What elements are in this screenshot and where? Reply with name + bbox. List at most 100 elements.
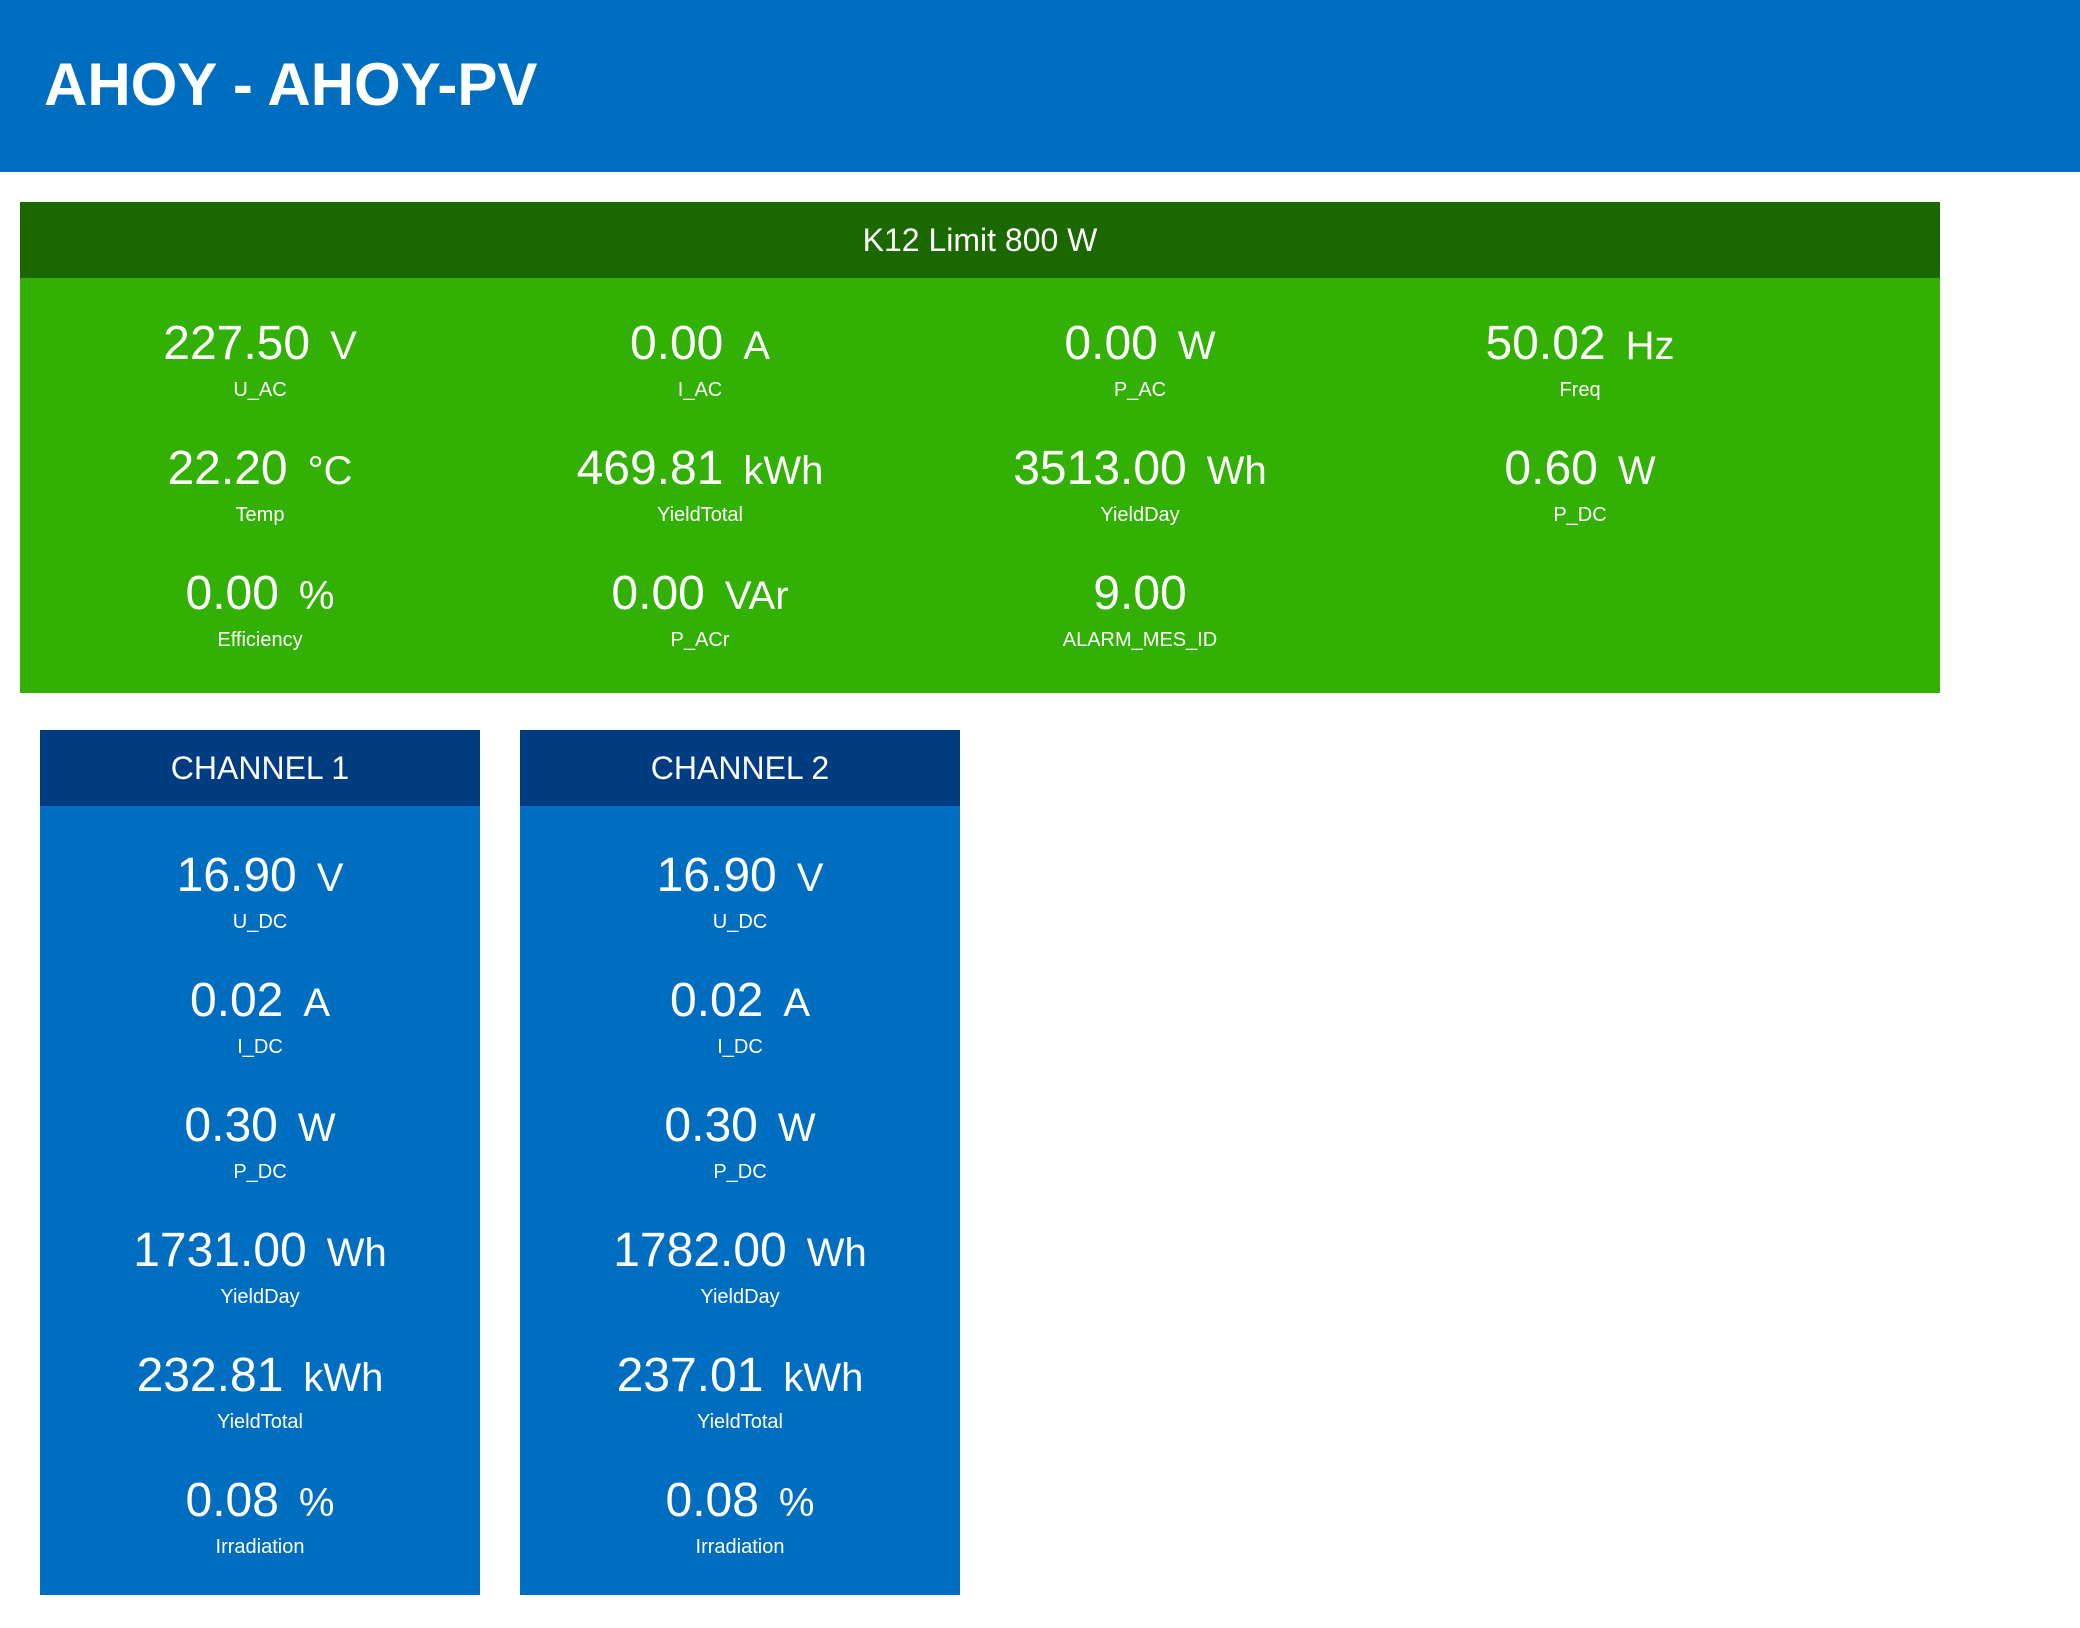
inverter-panel: K12 Limit 800 W 227.50 V U_AC 0.00 A I_AC … (20, 202, 1940, 693)
channel-title: CHANNEL 2 (520, 730, 960, 806)
metric-label: Irradiation (215, 1536, 305, 1558)
metric-u-ac: 227.50 V U_AC (40, 314, 480, 404)
metric-value: 0.02 (189, 974, 284, 1027)
metric-unit: % (298, 1481, 335, 1525)
metric-label: Irradiation (695, 1536, 785, 1558)
metric-u-dc: 16.90 V U_DC (520, 846, 960, 936)
metric-value: 1782.00 (613, 1224, 787, 1277)
metric-irradiation: 0.08% Irradiation (40, 1471, 480, 1561)
metric-i-ac: 0.00 A I_AC (480, 314, 920, 404)
metric-yield-total: 469.81 kWh YieldTotal (480, 439, 920, 529)
metric-label: YieldDay (1100, 504, 1180, 526)
app-header: AHOY - AHOY-PV (0, 0, 2080, 172)
metric-value: 50.02 (1485, 317, 1606, 370)
metric-i-dc: 0.02 A I_DC (520, 971, 960, 1061)
metric-unit: % (778, 1481, 815, 1525)
metric-unit: A (303, 981, 331, 1025)
metric-value: 232.81 (136, 1349, 284, 1402)
metric-p-ac: 0.00 W P_AC (920, 314, 1360, 404)
metric-u-dc: 16.90 V U_DC (40, 846, 480, 936)
metric-value: 16.90 (656, 849, 777, 902)
channel-panel-1: CHANNEL 1 16.90 V U_DC 0.02 A I_DC 0.30 W P… (40, 730, 480, 1595)
inverter-title: K12 Limit 800 W (20, 202, 1940, 278)
channel-panel-2: CHANNEL 2 16.90 V U_DC 0.02 A I_DC 0.30 W P… (520, 730, 960, 1595)
metric-i-dc: 0.02 A I_DC (40, 971, 480, 1061)
metric-unit: A (783, 981, 811, 1025)
metric-label: ALARM_MES_ID (1062, 629, 1218, 651)
metric-label: YieldTotal (657, 504, 743, 526)
metric-value: 9.00 (1093, 567, 1187, 620)
metric-label: P_AC (1113, 379, 1167, 401)
metric-value: 22.20 (167, 442, 288, 495)
metric-yield-total: 237.01 kWh YieldTotal (520, 1346, 960, 1436)
metric-p-dc: 0.60 W P_DC (1360, 439, 1800, 529)
metric-label: P_DC (233, 1161, 287, 1183)
metric-freq: 50.02 Hz Freq (1360, 314, 1800, 404)
channel-title: CHANNEL 1 (40, 730, 480, 806)
metric-label: Efficiency (217, 629, 303, 651)
metric-label: I_DC (717, 1036, 763, 1058)
metric-value: 469.81 (576, 442, 724, 495)
metric-value: 237.01 (616, 1349, 764, 1402)
metric-label: U_AC (233, 379, 287, 401)
metric-label: YieldDay (700, 1286, 780, 1308)
metric-yield-day: 1731.00 Wh YieldDay (40, 1221, 480, 1311)
metric-value: 0.02 (669, 974, 764, 1027)
metric-label: P_ACr (670, 629, 730, 651)
metric-unit: Wh (806, 1231, 867, 1275)
metric-unit: W (297, 1106, 336, 1150)
metric-unit: V (316, 856, 344, 900)
metric-label: Temp (235, 504, 285, 526)
metric-label: P_DC (1553, 504, 1607, 526)
metric-temp: 22.20 °C Temp (40, 439, 480, 529)
metric-label: YieldTotal (697, 1411, 783, 1433)
page-title: AHOY - AHOY-PV (44, 51, 538, 118)
metric-value: 0.30 (664, 1099, 758, 1152)
metric-unit: kWh (743, 449, 824, 493)
metric-value: 0.00 (1064, 317, 1158, 370)
metric-yield-total: 232.81 kWh YieldTotal (40, 1346, 480, 1436)
metric-unit: V (330, 324, 357, 368)
metric-yield-day: 3513.00 Wh YieldDay (920, 439, 1360, 529)
metric-value: 0.08 (185, 1474, 279, 1527)
metric-unit: kWh (303, 1356, 384, 1400)
metric-efficiency: 0.00% Efficiency (40, 564, 480, 654)
metric-unit: Wh (1206, 449, 1267, 493)
metric-p-acr: 0.00 VAr P_ACr (480, 564, 920, 654)
metric-unit: °C (307, 449, 353, 493)
metric-unit: Hz (1625, 324, 1675, 368)
metric-alarm-mes-id: 9.00 ALARM_MES_ID (920, 564, 1360, 654)
metric-p-dc: 0.30 W P_DC (40, 1096, 480, 1186)
metric-unit: W (1177, 324, 1216, 368)
metric-yield-day: 1782.00 Wh YieldDay (520, 1221, 960, 1311)
metric-value: 16.90 (176, 849, 297, 902)
metric-value: 0.60 (1504, 442, 1598, 495)
inverter-metrics: 227.50 V U_AC 0.00 A I_AC 0.00 W P_AC 50.02… (20, 278, 1940, 693)
metric-label: I_DC (237, 1036, 283, 1058)
metric-label: P_DC (713, 1161, 767, 1183)
metric-label: YieldDay (220, 1286, 300, 1308)
metric-value: 0.08 (665, 1474, 759, 1527)
metric-value: 0.00 (611, 567, 705, 620)
metric-value: 1731.00 (133, 1224, 307, 1277)
metric-unit: A (743, 324, 771, 368)
metric-p-dc: 0.30 W P_DC (520, 1096, 960, 1186)
metric-value: 227.50 (163, 317, 311, 370)
metric-label: U_DC (232, 911, 288, 933)
metric-label: I_AC (677, 379, 723, 401)
metric-unit: VAr (724, 574, 789, 618)
metric-unit: W (777, 1106, 816, 1150)
metric-unit: W (1617, 449, 1656, 493)
metric-unit: V (796, 856, 824, 900)
metric-label: Freq (1559, 379, 1601, 401)
metric-value: 3513.00 (1013, 442, 1187, 495)
metric-unit: % (298, 574, 335, 618)
metric-value: 0.00 (629, 317, 724, 370)
metric-irradiation: 0.08% Irradiation (520, 1471, 960, 1561)
metric-value: 0.30 (184, 1099, 278, 1152)
metric-label: YieldTotal (217, 1411, 303, 1433)
metric-label: U_DC (712, 911, 768, 933)
metric-unit: kWh (783, 1356, 864, 1400)
metric-value: 0.00 (185, 567, 279, 620)
metric-unit: Wh (326, 1231, 387, 1275)
